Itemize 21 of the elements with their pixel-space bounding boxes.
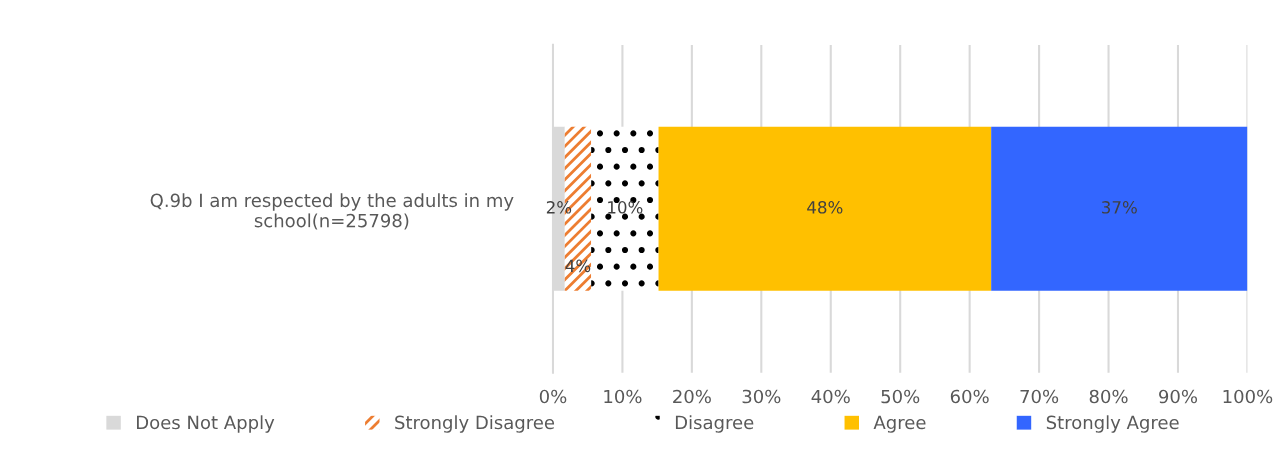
- x-tick-label: 90%: [1159, 389, 1198, 404]
- x-tick-label: 40%: [811, 389, 850, 404]
- x-tick-label: 50%: [881, 389, 920, 404]
- data-label: 48%: [807, 201, 843, 214]
- x-tick-label: 0%: [539, 389, 567, 404]
- x-tick-label: 30%: [742, 389, 781, 404]
- x-tick-label: 70%: [1020, 389, 1059, 404]
- legend-label: Agree: [873, 415, 926, 433]
- x-tick-label: 10%: [604, 389, 642, 404]
- data-label: 2%: [546, 201, 572, 214]
- y-tick-label: Q.9b I am respected by the adults in my school(n=25798): [150, 193, 514, 230]
- x-tick-label: 80%: [1089, 389, 1128, 404]
- x-tick-label: 20%: [673, 389, 711, 404]
- legend-label: Disagree: [675, 415, 754, 433]
- x-tick-label: 100%: [1223, 389, 1273, 404]
- legend-label: Strongly Disagree: [395, 415, 555, 433]
- legend-label: Strongly Agree: [1046, 415, 1179, 433]
- data-label: 37%: [1102, 201, 1137, 214]
- x-tick-label: 60%: [950, 389, 989, 404]
- data-label: 10%: [608, 201, 643, 214]
- legend-label: Does Not Apply: [137, 415, 275, 433]
